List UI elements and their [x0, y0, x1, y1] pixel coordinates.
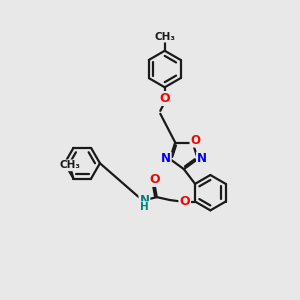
Text: H: H: [140, 202, 149, 212]
Text: CH₃: CH₃: [60, 160, 81, 170]
Text: CH₃: CH₃: [154, 32, 175, 42]
Text: O: O: [149, 173, 160, 186]
Text: N: N: [140, 194, 149, 207]
Text: N: N: [161, 152, 171, 166]
Text: O: O: [179, 195, 190, 208]
Text: N: N: [197, 152, 207, 166]
Text: O: O: [190, 134, 200, 147]
Text: O: O: [159, 92, 170, 105]
